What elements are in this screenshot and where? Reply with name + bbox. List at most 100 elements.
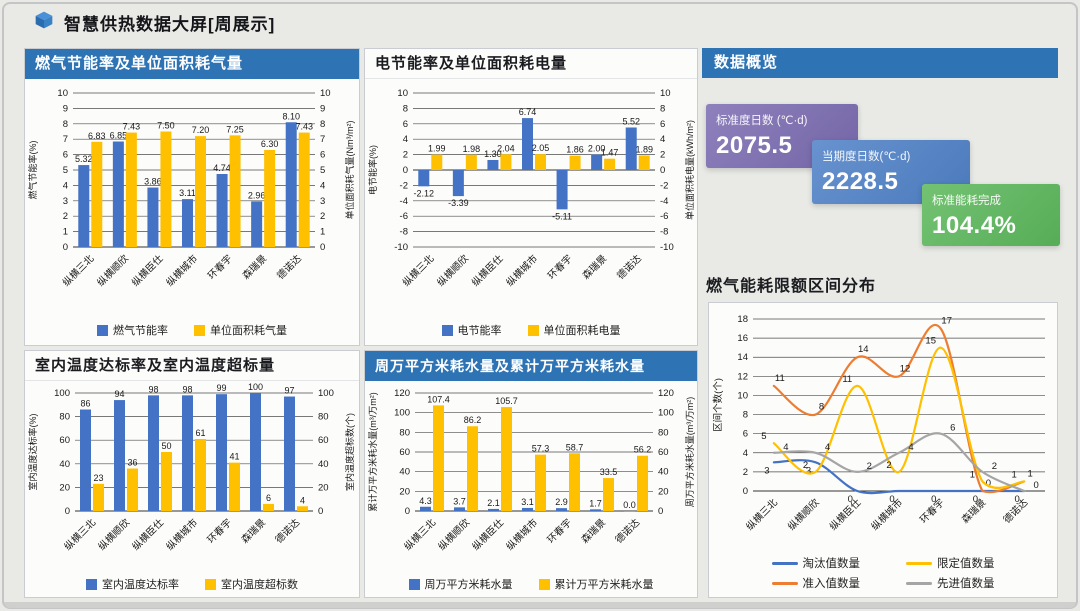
svg-text:纵横臣仕: 纵横臣仕 [469,252,506,289]
svg-text:4: 4 [825,442,830,453]
kpi-value: 2075.5 [716,132,793,159]
svg-text:7.43: 7.43 [295,122,313,132]
legend-label: 单位面积耗气量 [210,325,287,337]
svg-text:-10: -10 [660,242,674,253]
water-chart-legend: 周万平方米耗水量 累计万平方米耗水量 [365,573,697,595]
svg-text:6: 6 [660,119,665,130]
svg-text:40: 40 [318,459,329,470]
svg-text:4: 4 [63,180,68,191]
legend-item: 室内温度达标率 [86,576,179,592]
svg-text:6: 6 [63,150,68,161]
svg-text:5: 5 [761,431,766,442]
legend-label: 累计万平方米耗水量 [554,579,654,591]
svg-text:8: 8 [660,103,665,114]
svg-text:周万平方米耗水量(m³/万m²): 周万平方米耗水量(m³/万m²) [684,397,695,507]
svg-text:纵横顺欣: 纵横顺欣 [94,252,131,289]
svg-text:-4: -4 [660,196,668,207]
panel-gas-energy: 燃气节能率及单位面积耗气量 0 0 1 1 2 2 3 3 4 4 5 5 6 6 7 7 8 8 9 9 10 10 纵横… [24,48,360,346]
svg-text:区间个数(个): 区间个数(个) [712,378,724,432]
bar-series: 86 94 98 98 99 100 97 [80,382,295,511]
svg-text:1.86: 1.86 [566,145,584,155]
category-labels: 纵横三北纵横顺欣纵横臣仕纵横城市环春宇森瑞景德诺达 [401,516,642,553]
legend-swatch-icon [906,581,932,585]
svg-text:环春宇: 环春宇 [545,252,575,282]
legend-swatch-icon [771,581,798,585]
svg-text:4: 4 [783,442,788,453]
legend-label: 燃气节能率 [113,325,168,337]
svg-text:36: 36 [127,458,137,468]
svg-text:3: 3 [63,196,68,207]
svg-text:森瑞景: 森瑞景 [239,252,269,282]
legend-swatch-icon [97,324,108,336]
svg-text:1.89: 1.89 [635,144,653,154]
svg-text:3: 3 [764,465,769,476]
svg-text:10: 10 [397,88,408,99]
svg-text:纵横顺欣: 纵横顺欣 [95,516,132,553]
svg-text:100: 100 [318,388,334,399]
page-bottom-edge [4,602,1076,608]
svg-text:8: 8 [63,119,68,130]
svg-text:12: 12 [737,371,748,382]
svg-text:61: 61 [195,428,205,438]
svg-text:德诺达: 德诺达 [272,516,302,546]
svg-text:6.74: 6.74 [519,107,537,117]
svg-text:森瑞景: 森瑞景 [578,516,608,546]
svg-text:11: 11 [775,373,785,384]
svg-text:-3.39: -3.39 [448,198,469,208]
svg-text:2: 2 [320,211,325,222]
legend-swatch-icon [408,578,420,590]
svg-text:5.32: 5.32 [75,154,93,164]
cube-logo-icon [34,10,54,35]
svg-text:120: 120 [658,388,674,399]
svg-text:3.11: 3.11 [179,188,196,198]
panel-title-distribution: 燃气能耗限额区间分布 [706,278,877,295]
svg-text:纵横城市: 纵横城市 [503,252,540,289]
svg-text:60: 60 [318,435,329,446]
svg-text:120: 120 [394,388,410,399]
svg-text:0: 0 [973,494,978,505]
svg-text:3.7: 3.7 [453,496,466,506]
kpi-label: 标准能耗完成 [932,195,1001,207]
svg-text:纵横顺欣: 纵横顺欣 [785,496,822,533]
svg-text:8: 8 [743,410,748,421]
svg-text:3.86: 3.86 [144,177,162,187]
svg-text:6: 6 [950,423,955,434]
svg-text:10: 10 [737,390,748,401]
svg-text:纵横顺欣: 纵横顺欣 [434,252,471,289]
svg-text:20: 20 [318,482,329,493]
svg-text:5: 5 [320,165,325,176]
svg-text:1.99: 1.99 [428,144,446,154]
svg-text:环春宇: 环春宇 [544,516,574,546]
svg-text:4: 4 [908,442,913,453]
svg-text:-6: -6 [660,211,668,222]
svg-text:4: 4 [320,180,325,191]
panel-electricity: 电节能率及单位面积耗电量 -10 -10 -8 -8 -6 -6 -4 -4 -2 -2 0 0 2 2 4… [364,48,698,346]
svg-text:纵横城市: 纵横城市 [163,516,200,553]
svg-text:2.05: 2.05 [532,143,550,153]
bar-series: 23 36 50 61 41 6 4 [93,428,308,511]
svg-text:电节能率(%): 电节能率(%) [367,145,378,195]
svg-text:单位面积耗气量(Nm³/m²): 单位面积耗气量(Nm³/m²) [344,121,355,220]
svg-text:105.7: 105.7 [495,396,518,406]
kpi-label: 当期度日数(℃·d) [822,151,911,163]
grid-and-ticks: 0 0 20 20 40 40 60 60 80 80 100 100 [54,388,334,517]
legend-swatch-icon [441,324,453,336]
legend-label: 室内温度超标数 [221,579,298,591]
svg-text:2.96: 2.96 [248,190,266,200]
svg-text:6: 6 [320,150,325,161]
legend-label: 限定值数量 [937,558,995,570]
svg-text:1: 1 [970,469,975,480]
svg-text:纵横城市: 纵横城市 [868,496,905,533]
legend-label: 先进值数量 [937,578,995,590]
svg-text:4: 4 [660,134,665,145]
svg-text:德诺达: 德诺达 [612,516,642,546]
svg-text:纵横三北: 纵横三北 [401,516,438,553]
grid-and-ticks: 0 0 20 20 40 40 60 60 80 80 100 100 120 120 [394,388,674,517]
svg-text:3.1: 3.1 [521,497,534,507]
legend-swatch-icon [86,578,97,590]
svg-text:0: 0 [848,494,853,505]
svg-text:纵横臣仕: 纵横臣仕 [129,252,166,289]
svg-text:-8: -8 [660,227,668,238]
svg-text:1.47: 1.47 [601,148,619,158]
